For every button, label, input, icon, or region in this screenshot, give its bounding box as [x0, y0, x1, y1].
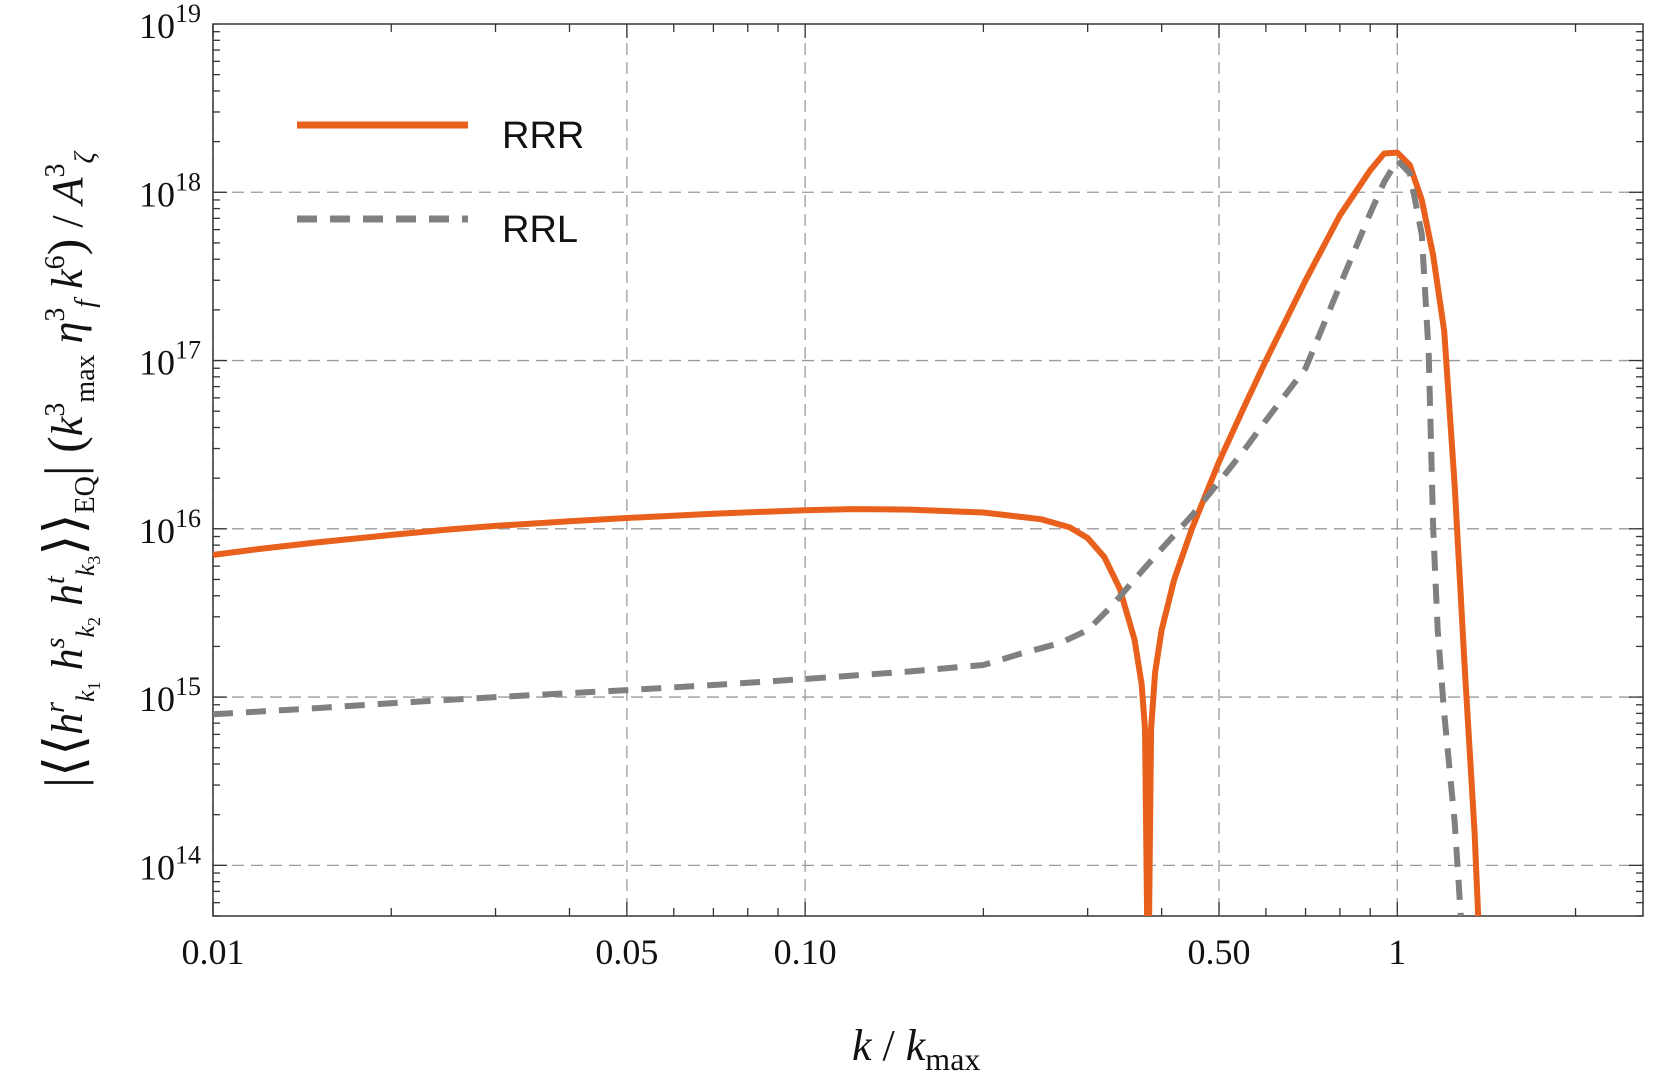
legend-label-rrr: RRR — [502, 115, 584, 157]
series-layer — [213, 149, 1482, 916]
x-tick-label: 0.05 — [595, 932, 658, 972]
y-tick-label: 1015 — [139, 672, 201, 719]
y-tick-label: 1016 — [139, 504, 201, 551]
svg-text:|⟨⟨hrk1 hsk2 htk3⟩⟩EQ| (k3max: |⟨⟨hrk1 hsk2 htk3⟩⟩EQ| (k3max η3f k6) / … — [34, 151, 104, 788]
x-tick-label: 0.10 — [774, 932, 837, 972]
y-tick-label: 1018 — [139, 167, 201, 214]
x-axis-label: k / kmax — [852, 1021, 980, 1073]
y-axis-label: |⟨⟨hrk1 hsk2 htk3⟩⟩EQ| (k3max η3f k6) / … — [34, 151, 104, 788]
y-tick-label: 1014 — [139, 840, 201, 887]
legend: RRR RRL — [297, 115, 584, 251]
y-tick-label: 1019 — [139, 0, 201, 46]
minor-ticks — [212, 24, 1643, 917]
y-tick-label: 1017 — [139, 336, 201, 383]
plot-frame — [212, 23, 1644, 917]
x-tick-label: 1 — [1388, 932, 1406, 972]
series-line-rrl — [213, 157, 1464, 916]
y-tick-labels: 1014 1015 1016 1017 1018 1019 — [139, 0, 201, 887]
grid-lines — [212, 24, 1643, 916]
x-tick-labels: 0.01 0.05 0.10 0.50 1 — [182, 932, 1407, 972]
x-tick-label: 0.50 — [1188, 932, 1251, 972]
legend-label-rrl: RRL — [502, 209, 578, 251]
series-line-rrr — [213, 149, 1482, 916]
x-tick-label: 0.01 — [182, 932, 245, 972]
